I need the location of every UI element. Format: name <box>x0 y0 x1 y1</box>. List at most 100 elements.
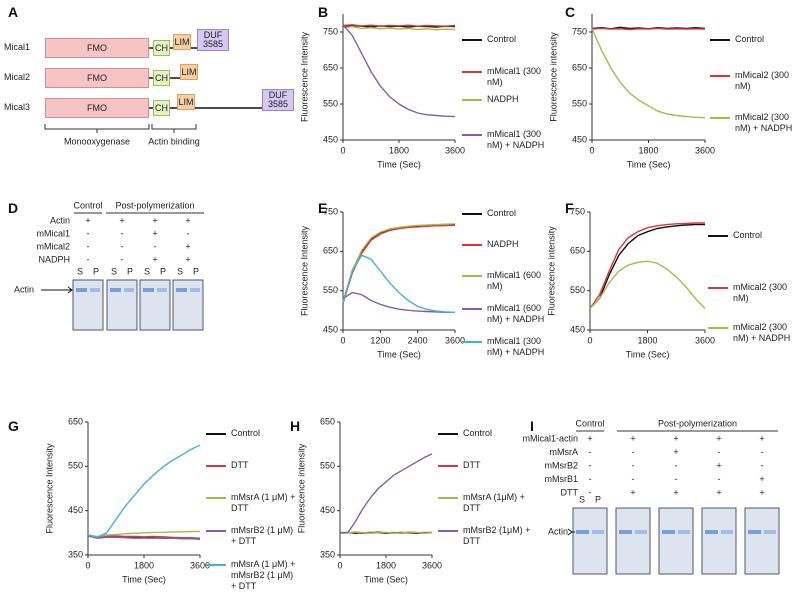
sign: + <box>152 228 157 238</box>
y-axis-title: Fluorescence Intensity <box>299 31 309 122</box>
bracket-label: Actin binding <box>148 136 200 146</box>
x-tick-label: 3600 <box>445 145 465 155</box>
gel-band <box>76 288 87 292</box>
sign: - <box>675 460 678 470</box>
y-axis-title: Fluorescence intensity <box>546 226 556 316</box>
series-line <box>589 222 705 309</box>
y-tick-label: 750 <box>323 206 338 216</box>
y-tick-label: 450 <box>323 324 338 334</box>
panel-letter: E <box>318 200 328 216</box>
gel-lane <box>615 507 651 575</box>
gel-band <box>721 530 733 534</box>
x-tick-label: 1800 <box>638 145 658 155</box>
y-tick-label: 550 <box>570 285 585 295</box>
legend-label: mMsrB2 (1μM) + DTT <box>463 525 531 546</box>
sign: + <box>716 487 721 497</box>
sign: - <box>87 241 90 251</box>
x-tick-label: 1800 <box>376 560 396 570</box>
sign: - <box>121 254 124 264</box>
legend-label: mMical1 (300 nM) + NADPH <box>487 336 545 357</box>
domain-box: CH <box>153 70 170 86</box>
row-label: DTT <box>561 487 579 497</box>
series-line <box>589 223 705 309</box>
band-arrow <box>567 528 575 536</box>
y-axis-title: Fluorescence intensity <box>548 32 558 122</box>
y-tick-label: 350 <box>68 549 83 559</box>
gel-lane <box>139 279 171 331</box>
sign: + <box>630 487 635 497</box>
column-header: Control <box>575 418 604 428</box>
x-tick-label: 2400 <box>408 335 428 345</box>
y-tick-label: 750 <box>572 26 587 36</box>
x-tick-label: 0 <box>340 335 345 345</box>
y-tick-label: 650 <box>572 62 587 72</box>
series-line <box>342 223 456 302</box>
sign: - <box>187 228 190 238</box>
lane-label: S <box>579 494 585 504</box>
y-tick-label: 550 <box>68 461 83 471</box>
lane-label: P <box>93 266 99 276</box>
legend-label: Control <box>463 428 493 438</box>
x-axis-title: Time (Sec) <box>364 574 408 584</box>
legend-label: mMical1 (600 nM) <box>487 270 542 291</box>
gel-band <box>576 530 589 534</box>
panel-letter: C <box>565 4 576 20</box>
gel-band <box>635 530 647 534</box>
legend-label: Control <box>231 428 261 438</box>
legend-label: NADPH <box>487 94 519 104</box>
lane-label: S <box>111 266 117 276</box>
gel-band <box>748 530 761 534</box>
series-line <box>591 28 706 119</box>
legend-label: mMical2 (300 nM) <box>735 70 790 91</box>
lane-label: P <box>127 266 133 276</box>
sign: - <box>87 254 90 264</box>
sign: + <box>716 433 721 443</box>
sign: + <box>152 215 157 225</box>
gel-band <box>157 288 167 292</box>
sign: - <box>632 460 635 470</box>
sign: - <box>632 474 635 484</box>
y-tick-label: 550 <box>323 285 338 295</box>
legend-label: mMsrA (1 μM) + DTT <box>231 492 296 513</box>
lane-label: S <box>77 266 83 276</box>
legend-label: mMical2 (300 nM) + NADPH <box>735 112 793 133</box>
protein-name: Mical3 <box>4 102 31 112</box>
x-tick-label: 1800 <box>637 335 657 345</box>
band-label: Actin <box>548 526 568 536</box>
row-label: mMical2 <box>36 241 70 251</box>
gel-lane <box>106 279 138 331</box>
domain-box: CH <box>153 40 170 56</box>
series-line <box>87 534 201 539</box>
x-tick-label: 0 <box>85 560 90 570</box>
x-tick-label: 0 <box>589 145 594 155</box>
sign: - <box>675 474 678 484</box>
sign: - <box>632 447 635 457</box>
gel-lane <box>72 279 104 331</box>
y-tick-label: 450 <box>323 134 338 144</box>
domain-box: FMO <box>45 68 149 88</box>
x-tick-label: 3600 <box>445 335 465 345</box>
column-header: Post-polymerization <box>658 418 737 428</box>
row-label: NADPH <box>38 254 70 264</box>
lane-label: P <box>595 494 601 504</box>
x-tick-label: 1200 <box>370 335 390 345</box>
x-axis-title: Time (Sec) <box>377 159 421 169</box>
legend-label: Control <box>487 208 517 218</box>
gel-band <box>190 288 200 292</box>
sign: + <box>716 460 721 470</box>
sign: - <box>121 241 124 251</box>
gel-band <box>705 530 718 534</box>
legend-label: DTT <box>231 460 249 470</box>
bracket <box>151 124 197 133</box>
series-line <box>342 24 456 118</box>
legend-label: Control <box>733 230 763 240</box>
sign: - <box>761 460 764 470</box>
series-line <box>342 224 456 303</box>
series-line <box>342 25 456 31</box>
sign: - <box>154 241 157 251</box>
protein-name: Mical1 <box>4 42 31 52</box>
gel-band <box>176 288 187 292</box>
legend-label: NADPH <box>487 239 519 249</box>
